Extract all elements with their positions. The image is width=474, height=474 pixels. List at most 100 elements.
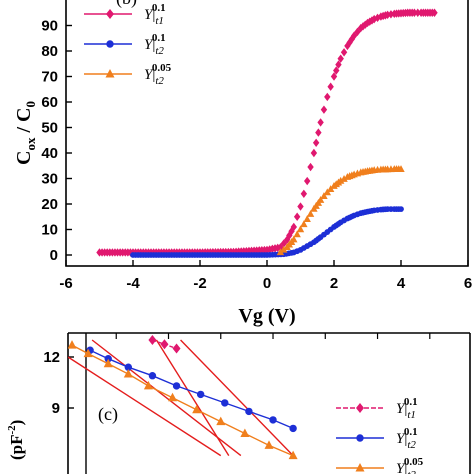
fit-line <box>91 339 242 457</box>
data-point <box>83 348 93 358</box>
data-point <box>315 128 322 137</box>
data-point <box>168 392 178 402</box>
data-point <box>340 174 348 182</box>
data-point <box>337 54 344 63</box>
data-point <box>289 424 297 433</box>
data-point <box>172 382 181 390</box>
data-point <box>143 380 153 390</box>
legend-marker-c <box>356 434 364 442</box>
data-point <box>316 195 325 203</box>
data-point <box>240 428 250 437</box>
data-point <box>397 165 405 173</box>
data-point <box>148 372 157 380</box>
data-point <box>148 335 157 345</box>
data-point <box>290 235 298 243</box>
data-point <box>337 176 345 184</box>
data-point <box>398 206 404 213</box>
data-point <box>330 72 338 81</box>
x-tick-label: 6 <box>464 275 472 292</box>
data-point <box>245 407 253 416</box>
data-point <box>221 399 229 407</box>
data-point <box>303 215 311 222</box>
data-point <box>276 248 285 256</box>
legend-b: Y|t10.1 Y|t20.1 Y|t20.05 <box>84 2 172 87</box>
y-tick-label: 20 <box>41 196 58 213</box>
y-axis-label: Cox / C0 <box>13 101 38 165</box>
x-axis-label: Vg (V) <box>238 305 295 327</box>
axis-ticks-c: 9 12 <box>43 333 431 417</box>
data-point <box>124 363 132 371</box>
y-tick-label: 90 <box>41 18 58 35</box>
legend-c: Y|t10.1 Y|t20.1 Y|t20.05 <box>336 396 424 474</box>
legend-label-c: Y|t10.1 <box>396 396 418 421</box>
data-point <box>306 210 315 217</box>
series-group-b <box>96 8 438 258</box>
data-point <box>104 355 112 363</box>
y-tick-label: 30 <box>41 171 58 188</box>
fit-line <box>68 356 222 457</box>
series-line <box>71 344 294 457</box>
data-point <box>431 8 438 17</box>
x-tick-label: 0 <box>263 275 271 292</box>
data-point <box>68 340 77 349</box>
series-group-c <box>68 335 298 460</box>
y-tick-label: 60 <box>41 94 58 111</box>
y-tick-label: 40 <box>41 145 58 162</box>
data-point <box>192 404 202 414</box>
y-tick-label: 50 <box>41 120 58 137</box>
y-tick-label: 80 <box>41 43 58 60</box>
y-tick-label-c: 9 <box>52 400 60 417</box>
svg-text:Cox / C0: Cox / C0 <box>13 101 38 165</box>
data-point <box>196 390 205 399</box>
data-point <box>307 162 314 172</box>
legend-marker-c <box>356 403 364 413</box>
x-tick-label: 4 <box>397 275 406 292</box>
data-point <box>300 189 308 198</box>
data-point <box>414 8 421 17</box>
data-point <box>123 369 133 378</box>
y-tick-label: 70 <box>41 69 58 86</box>
data-point <box>327 82 334 91</box>
data-point <box>304 176 311 186</box>
data-point <box>103 358 113 368</box>
data-point <box>340 48 348 57</box>
legend-marker-c <box>355 463 365 472</box>
y-tick-label: 0 <box>50 247 58 264</box>
svg-text:(pF-2): (pF-2) <box>6 420 26 460</box>
legend-label: Y|t10.1 <box>144 2 166 27</box>
data-point <box>411 8 418 17</box>
legend-label: Y|t20.05 <box>144 62 172 87</box>
x-tick-label: -6 <box>59 275 72 292</box>
x-tick-label: -4 <box>126 275 140 292</box>
legend-label-c: Y|t20.1 <box>396 426 418 451</box>
legend-label: Y|t20.1 <box>144 32 166 57</box>
plot-frame-b <box>65 0 469 267</box>
y-tick-label-c: 12 <box>43 349 60 366</box>
legend-marker <box>106 40 114 48</box>
data-point <box>335 60 342 69</box>
data-point <box>310 148 318 158</box>
data-point <box>297 202 304 211</box>
panel-label-b: (b) <box>116 0 137 9</box>
x-tick-label: -2 <box>193 275 206 292</box>
fit-line <box>180 339 294 457</box>
data-point <box>296 225 305 233</box>
data-point <box>290 222 297 232</box>
data-point <box>333 66 340 75</box>
data-point <box>312 138 320 147</box>
data-point <box>320 105 328 114</box>
legend-marker <box>106 9 114 19</box>
data-point <box>293 230 301 238</box>
data-point <box>324 92 331 102</box>
y-tick-label: 10 <box>41 222 58 239</box>
x-tick-label: 2 <box>330 275 338 292</box>
data-point <box>280 245 288 253</box>
mott-schottky-chart: 9 12 Y|t10.1 Y|t20.1 Y|t20.05 (c) (pF-2) <box>6 332 471 474</box>
legend-marker <box>105 69 115 78</box>
data-point <box>317 118 324 127</box>
data-point <box>344 41 351 51</box>
data-point <box>293 212 301 221</box>
data-point <box>264 440 274 449</box>
